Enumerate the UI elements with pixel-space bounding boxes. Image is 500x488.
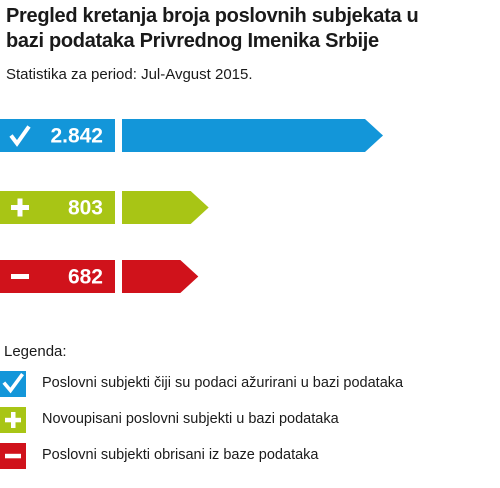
minus-icon: [0, 443, 26, 469]
legend-item-new: Novoupisani poslovni subjekti u bazi pod…: [0, 407, 500, 433]
bar-removed: [122, 260, 199, 293]
bar-row-new: 803: [0, 191, 209, 224]
chart-title: Pregled kretanja broja poslovnih subjeka…: [6, 4, 486, 54]
chart-title-line-2: bazi podataka Privrednog Imenika Srbije: [6, 30, 379, 52]
legend-item-removed: Poslovni subjekti obrisani iz baze podat…: [0, 443, 500, 469]
bar-updated: [122, 119, 383, 152]
plus-icon: [11, 198, 29, 217]
legend-label-new: Novoupisani poslovni subjekti u bazi pod…: [42, 411, 339, 427]
legend-label-updated: Poslovni subjekti čiji su podaci ažurira…: [42, 375, 404, 391]
value-label-new: 803: [68, 197, 103, 220]
plus-icon: [0, 407, 26, 433]
value-label-updated: 2.842: [50, 125, 103, 148]
value-label-removed: 682: [68, 266, 103, 289]
check-icon: [9, 125, 31, 147]
chart-subtitle: Statistika za period: Jul-Avgust 2015.: [6, 66, 253, 83]
legend-label-removed: Poslovni subjekti obrisani iz baze podat…: [42, 447, 319, 463]
check-icon: [0, 371, 26, 397]
bar-new: [122, 191, 209, 224]
value-label-box-updated: [0, 119, 115, 152]
legend-heading: Legenda:: [4, 343, 67, 360]
bar-row-updated: 2.842: [0, 119, 383, 152]
legend-item-updated: Poslovni subjekti čiji su podaci ažurira…: [0, 371, 500, 397]
bar-row-removed: 682: [0, 260, 199, 293]
minus-icon: [11, 274, 29, 279]
chart-title-line-1: Pregled kretanja broja poslovnih subjeka…: [6, 5, 419, 27]
